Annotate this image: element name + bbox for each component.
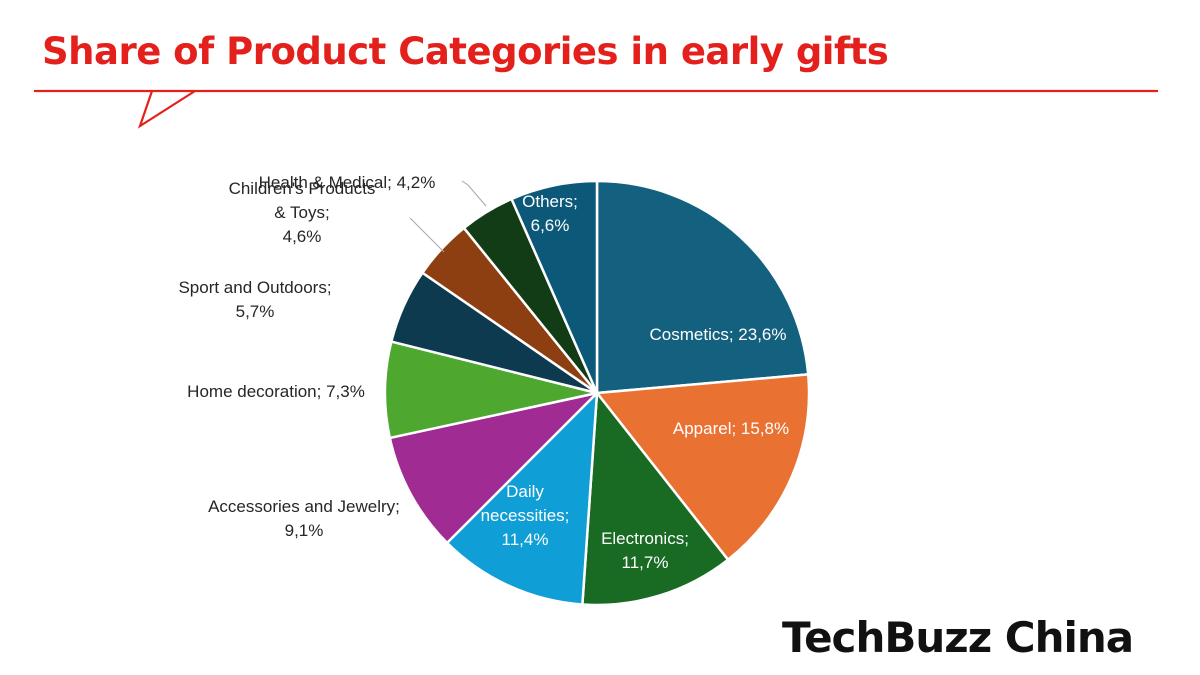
slice-label-electronics: Electronics; 11,7% xyxy=(601,529,689,572)
pie-slice-others xyxy=(510,179,599,395)
slice-label-daily-necessities: Daily necessities; 11,4% xyxy=(481,482,570,549)
leader-lines xyxy=(409,180,487,253)
pie-slice-cosmetics xyxy=(595,179,810,395)
logo-text: TechBuzz China xyxy=(782,613,1134,662)
pie-slice-home-decoration xyxy=(383,340,599,440)
pie-slice-accessories-and-jewelry xyxy=(388,391,599,545)
leader-line-childrens-products xyxy=(409,217,445,253)
pie-chart xyxy=(383,179,811,607)
slice-label-children-s-products-toys: Children's Products & Toys; 4,6% xyxy=(229,179,376,246)
pie-slice-apparel xyxy=(595,373,811,561)
slice-label-home-decoration: Home decoration; 7,3% xyxy=(187,382,365,401)
slice-labels: Cosmetics; 23,6% Apparel; 15,8% Electronic… xyxy=(178,173,789,572)
leader-line-health-medical xyxy=(461,180,487,207)
slice-label-apparel: Apparel; 15,8% xyxy=(673,419,789,438)
pie-slice-electronics xyxy=(581,391,730,607)
pie-slice-daily-necessities xyxy=(445,391,599,606)
slice-label-accessories-and-jewelry: Accessories and Jewelry; 9,1% xyxy=(208,497,400,540)
title-callout-rule xyxy=(34,89,1158,129)
chart-title: Share of Product Categories in early gif… xyxy=(42,30,889,73)
slice-label-health-medical: Health & Medical; 4,2% xyxy=(259,173,436,192)
techbuzz-logo: TechBuzz China xyxy=(782,617,1134,659)
slice-label-sport-and-outdoors: Sport and Outdoors; 5,7% xyxy=(178,278,331,321)
slice-label-cosmetics: Cosmetics; 23,6% xyxy=(650,325,787,344)
slice-label-others: Others; 6,6% xyxy=(522,192,578,235)
